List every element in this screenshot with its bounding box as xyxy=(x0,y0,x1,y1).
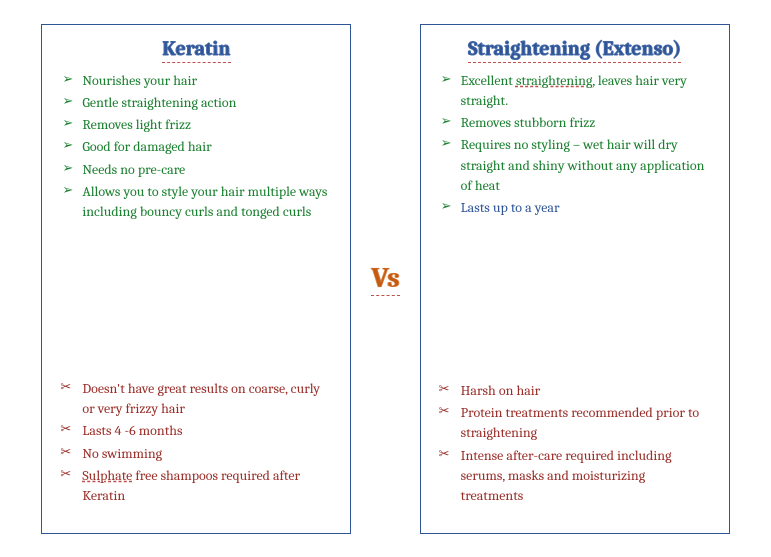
spacer xyxy=(60,225,332,265)
extenso-pros-list: Excellent straightening, leaves hair ver… xyxy=(439,71,711,221)
pro-item: Nourishes your hair xyxy=(60,71,332,91)
extenso-card: Straightening (Extenso) Excellent straig… xyxy=(420,24,730,534)
keratin-pros-list: Nourishes your hairGentle straightening … xyxy=(60,71,332,225)
keratin-cons-list: Doesn't have great results on coarse, cu… xyxy=(60,379,332,515)
extenso-cons-list: Harsh on hairProtein treatments recommen… xyxy=(439,381,711,515)
con-item: Protein treatments recommended prior to … xyxy=(439,403,711,444)
pro-item: Gentle straightening action xyxy=(60,93,332,113)
pro-item: Removes stubborn frizz xyxy=(439,113,711,133)
pro-item: Removes light frizz xyxy=(60,115,332,135)
pro-item: Good for damaged hair xyxy=(60,137,332,157)
con-item: Harsh on hair xyxy=(439,381,711,401)
spacer xyxy=(439,221,711,261)
pro-item: Allows you to style your hair multiple w… xyxy=(60,182,332,223)
keratin-card: Keratin Nourishes your hairGentle straig… xyxy=(41,24,351,534)
pro-item: Needs no pre-care xyxy=(60,160,332,180)
pro-item: Excellent straightening, leaves hair ver… xyxy=(439,71,711,112)
con-item: Doesn't have great results on coarse, cu… xyxy=(60,379,332,420)
con-item: No swimming xyxy=(60,444,332,464)
con-item: Sulphate free shampoos required after Ke… xyxy=(60,466,332,507)
vs-label: Vs xyxy=(371,262,399,296)
keratin-title: Keratin xyxy=(162,37,230,63)
con-item: Intense after-care required including se… xyxy=(439,446,711,507)
con-item: Lasts 4 -6 months xyxy=(60,421,332,441)
pro-item: Requires no styling – wet hair will dry … xyxy=(439,135,711,196)
pro-item: Lasts up to a year xyxy=(439,198,711,218)
extenso-title: Straightening (Extenso) xyxy=(468,37,681,63)
